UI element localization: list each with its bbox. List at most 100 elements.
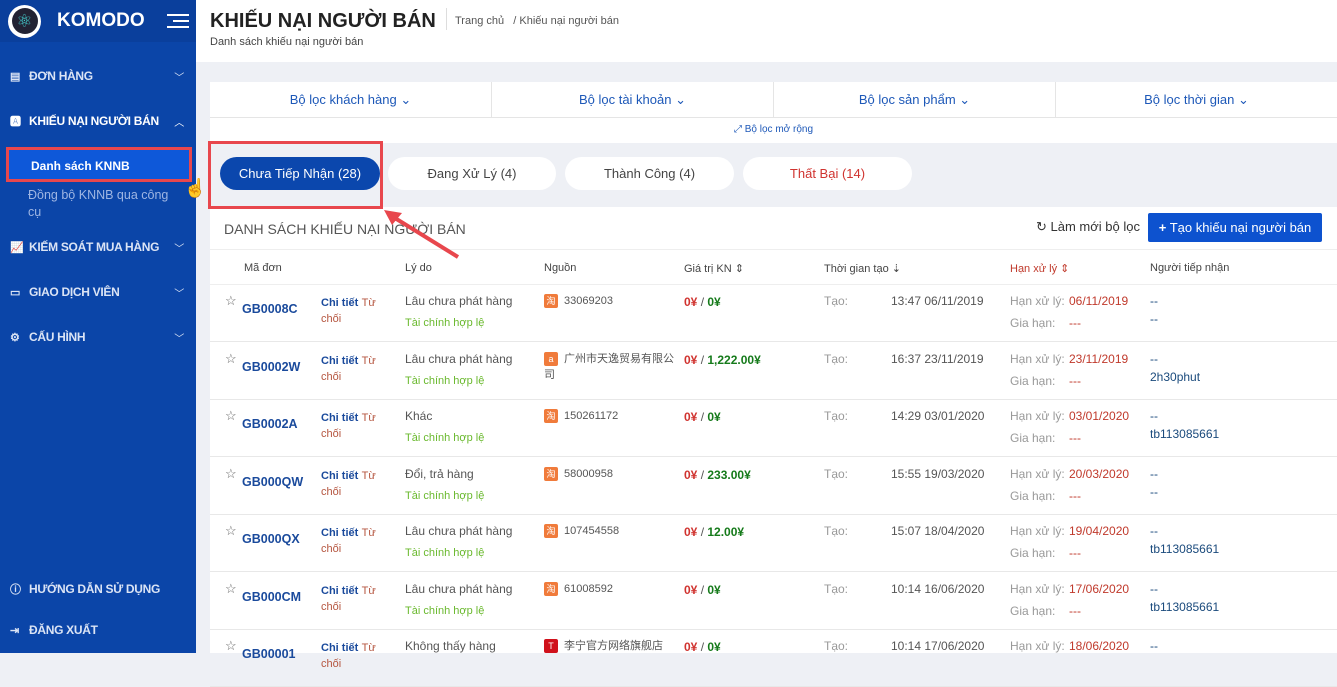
extend-label: Gia hạn: — [1010, 603, 1056, 618]
tab-processing[interactable]: Đang Xử Lý (4) — [388, 157, 556, 190]
extend-value: --- — [1069, 603, 1081, 618]
hamburger-icon[interactable] — [166, 10, 189, 32]
refresh-filter-button[interactable]: ↻ Làm mới bộ lọc — [1036, 219, 1140, 235]
extended-filter-link[interactable]: ⤢ Bộ lọc mở rộng — [210, 118, 1337, 142]
source-id: 广州市天逸贸易有限公司 — [544, 352, 674, 381]
source: 淘 107454558 — [544, 523, 679, 539]
order-code[interactable]: GB0002A — [242, 417, 298, 431]
col-deadline[interactable]: Hạn xử lý ⇕ — [1010, 262, 1069, 275]
sidebar-item-complaints[interactable]: 🅰 KHIẾU NẠI NGƯỜI BÁN ︿ — [0, 111, 196, 131]
star-icon[interactable]: ☆ — [225, 350, 237, 366]
reject-link[interactable]: Từ chối — [321, 297, 376, 325]
filter-customer[interactable]: Bộ lọc khách hàng ⌄ — [210, 82, 492, 117]
sidebar-item-config[interactable]: ⚙ CẤU HÌNH ﹀ — [0, 327, 196, 347]
table-row: ☆ GB0002A Chi tiết Từ chối Khác Tài chín… — [210, 400, 1337, 457]
detail-link[interactable]: Chi tiết — [321, 297, 359, 309]
table-row: ☆ GB0008C Chi tiết Từ chối Lâu chưa phát… — [210, 285, 1337, 342]
sidebar-item-help[interactable]: ⓘ HƯỚNG DẪN SỬ DỤNG — [0, 579, 196, 599]
order-code[interactable]: GB0002W — [242, 359, 301, 374]
sidebar-item-purchase-control[interactable]: 📈 KIẾM SOÁT MUA HÀNG ﹀ — [0, 237, 196, 257]
label: GIAO DỊCH VIÊN — [29, 285, 120, 299]
filter-product[interactable]: Bộ lọc sản phẩm ⌄ — [774, 82, 1056, 117]
value-total: 0¥ — [707, 410, 721, 424]
chevron-down-icon: ﹀ — [174, 288, 184, 300]
deadline-label: Hạn xử lý: — [1010, 524, 1065, 538]
logout-icon: ⇥ — [10, 624, 19, 637]
value-total: 0¥ — [707, 582, 721, 597]
value-claimed: 0¥ — [684, 525, 698, 539]
deadline-date: 20/03/2020 — [1069, 466, 1130, 481]
detail-link[interactable]: Chi tiết — [321, 469, 359, 482]
deadline-date: 06/11/2019 — [1069, 294, 1129, 308]
detail-link[interactable]: Chi tiết — [321, 584, 359, 597]
table-row: ☆ GB00001 Chi tiết Từ chối Không thấy hà… — [210, 630, 1337, 687]
create-complaint-button[interactable]: + Tạo khiếu nại người bán — [1148, 213, 1322, 242]
sidebar: ⚛ KOMODO ▤ ĐƠN HÀNG ﹀ 🅰 KHIẾU NẠI NGƯỜI BÁN… — [0, 0, 196, 653]
value-total: 1,222.00¥ — [707, 352, 761, 367]
value-total: 0¥ — [707, 640, 721, 654]
label: Làm mới bộ lọc — [1050, 219, 1140, 234]
col-assignee: Người tiếp nhận — [1150, 262, 1230, 274]
value-total: 12.00¥ — [707, 525, 745, 539]
reject-link[interactable]: Từ chối — [321, 354, 376, 383]
label: ĐƠN HÀNG — [29, 69, 93, 83]
sidebar-item-logout[interactable]: ⇥ ĐĂNG XUẤT — [0, 620, 196, 640]
order-code[interactable]: GB000CM — [242, 589, 302, 604]
sidebar-sub-item-sync[interactable]: Đồng bộ KNNB qua công cụ — [28, 188, 169, 219]
finance-status: Tài chính hợp lệ — [405, 317, 485, 329]
tab-success[interactable]: Thành Công (4) — [565, 157, 734, 190]
order-code[interactable]: GB000QX — [242, 532, 300, 546]
sort-icon: ⇕ — [1060, 263, 1070, 275]
order-code[interactable]: GB000QW — [242, 474, 304, 489]
source: 淘 61008592 — [544, 581, 679, 597]
assignee-2: 2h30phut — [1150, 369, 1201, 384]
detail-link[interactable]: Chi tiết — [321, 412, 359, 424]
created-time: 15:55 19/03/2020 — [891, 466, 985, 481]
value: 0¥ / 0¥ — [684, 295, 721, 309]
col-value[interactable]: Giá trị KN ⇕ — [684, 262, 744, 275]
deadline-date: 19/04/2020 — [1069, 524, 1130, 538]
reject-link[interactable]: Từ chối — [321, 527, 376, 555]
filter-time[interactable]: Bộ lọc thời gian ⌄ — [1056, 82, 1337, 117]
filter-account[interactable]: Bộ lọc tài khoản ⌄ — [492, 82, 774, 117]
reject-link[interactable]: Từ chối — [321, 584, 376, 613]
order-code[interactable]: GB00001 — [242, 647, 296, 661]
sidebar-item-traders[interactable]: ▭ GIAO DỊCH VIÊN ﹀ — [0, 282, 196, 302]
deadline-date: 17/06/2020 — [1069, 581, 1130, 596]
page-subtitle: Danh sách khiếu nại người bán — [210, 36, 364, 48]
detail-link[interactable]: Chi tiết — [321, 642, 359, 654]
detail-link[interactable]: Chi tiết — [321, 354, 359, 367]
reject-link[interactable]: Từ chối — [321, 412, 376, 440]
reject-link[interactable]: Từ chối — [321, 469, 376, 498]
order-code[interactable]: GB0008C — [242, 302, 298, 316]
sidebar-item-orders[interactable]: ▤ ĐƠN HÀNG ﹀ — [0, 66, 196, 86]
deadline-label: Hạn xử lý: — [1010, 294, 1065, 308]
col-code: Mã đơn — [244, 262, 282, 274]
star-icon[interactable]: ☆ — [225, 638, 237, 653]
assignee-2: tb113085661 — [1150, 427, 1220, 441]
complaint-list-card: DANH SÁCH KHIẾU NẠI NGƯỜI BÁN ↻ Làm mới … — [210, 207, 1337, 687]
actions: Chi tiết Từ chối — [321, 353, 385, 385]
hand-cursor-icon: ☝ — [184, 178, 207, 198]
breadcrumb-home[interactable]: Trang chủ — [455, 15, 505, 27]
star-icon[interactable]: ☆ — [225, 465, 237, 481]
star-icon[interactable]: ☆ — [225, 293, 237, 308]
sidebar-sub-item-list[interactable]: Danh sách KNNB — [6, 147, 192, 182]
table-row: ☆ GB000CM Chi tiết Từ chối Lâu chưa phát… — [210, 573, 1337, 630]
value: 0¥ / 12.00¥ — [684, 525, 745, 539]
value-claimed: 0¥ — [684, 582, 698, 597]
tab-pending[interactable]: Chưa Tiếp Nhận (28) — [220, 157, 380, 190]
col-reason: Lý do — [405, 262, 432, 274]
source: 淘 58000958 — [544, 466, 679, 482]
star-icon[interactable]: ☆ — [225, 408, 237, 423]
col-created[interactable]: Thời gian tạo ⇣ — [824, 262, 901, 275]
tab-failed[interactable]: Thất Bại (14) — [743, 157, 912, 190]
star-icon[interactable]: ☆ — [225, 523, 237, 538]
detail-link[interactable]: Chi tiết — [321, 527, 359, 539]
label: Bộ lọc tài khoản — [578, 92, 672, 107]
1688-icon: a — [544, 351, 558, 366]
chevron-down-icon: ﹀ — [174, 333, 184, 345]
filter-panel: Bộ lọc khách hàng ⌄ Bộ lọc tài khoản ⌄ B… — [210, 82, 1337, 143]
star-icon[interactable]: ☆ — [225, 580, 237, 596]
created-label: Tạo: — [824, 351, 849, 366]
